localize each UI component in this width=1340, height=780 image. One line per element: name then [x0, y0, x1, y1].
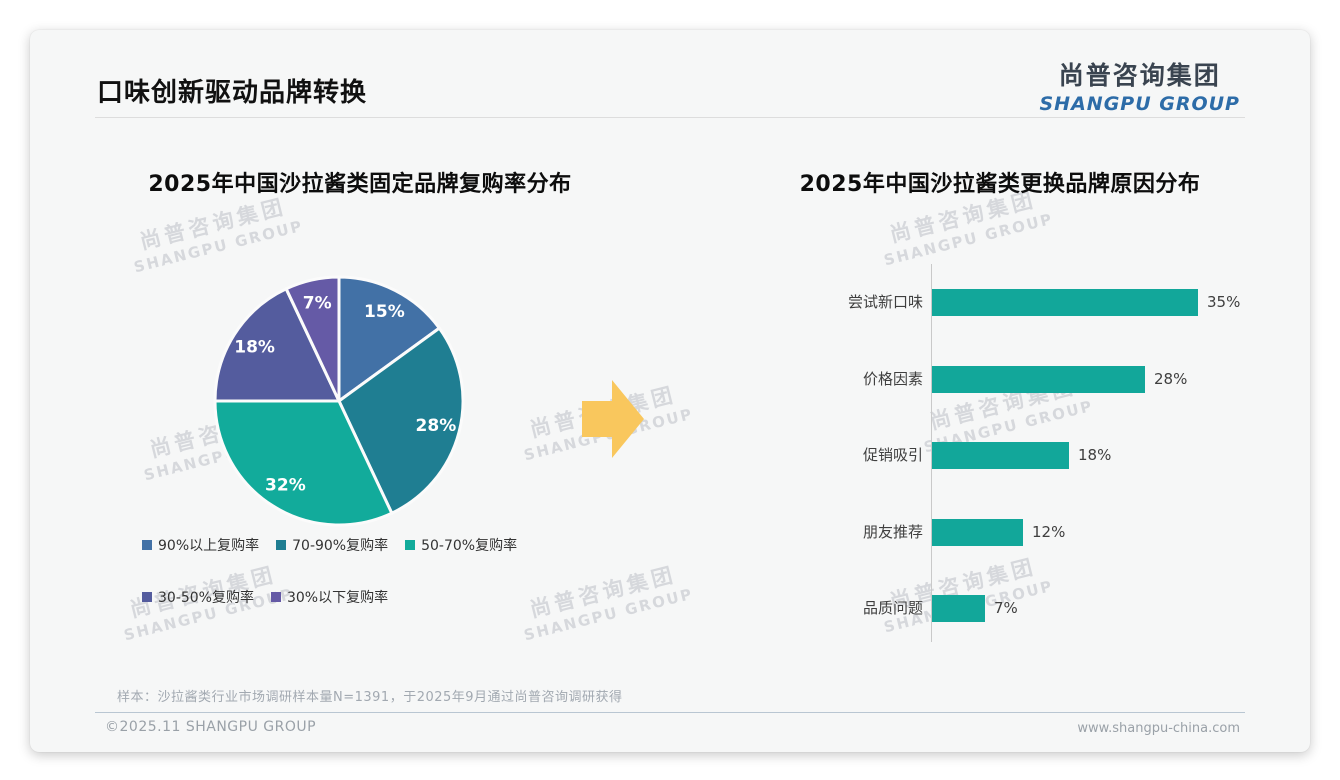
- bar-value-label: 28%: [1154, 369, 1188, 388]
- pie-slice-3: [213, 287, 341, 403]
- bar-value-label: 35%: [1207, 293, 1241, 311]
- website-text: www.shangpu-china.com: [1077, 721, 1240, 736]
- legend-label: 30-50%复购率: [158, 590, 254, 606]
- bar-rect: [932, 518, 1023, 546]
- legend-swatch-icon: [405, 540, 416, 550]
- bar-row-1: 价格因素 28%: [825, 365, 1270, 393]
- bar-row-0: 尝试新口味 35%: [825, 289, 1270, 316]
- pie-legend: 90%以上复购率 70-90%复购率 50-70%复购率 30-50%复购率 30%以下…: [142, 535, 622, 607]
- pie-chart-title: 2025年中国沙拉酱类固定品牌复购率分布: [148, 172, 572, 197]
- bar-chart: 尝试新口味 35% 价格因素 28% 促销吸引 18% 朋友推荐 12% 品质问题 7%: [825, 260, 1270, 655]
- copyright-text: ©2025.11 SHANGPU GROUP: [105, 719, 317, 735]
- pie-slice-2: [213, 399, 394, 527]
- pie-data-label: 28%: [416, 416, 457, 436]
- title-divider: [95, 117, 1245, 118]
- pie-chart: 15% 28% 32% 18% 7%: [199, 261, 479, 541]
- legend-label: 90%以上复购率: [158, 538, 260, 554]
- bar-chart-axis: [931, 264, 932, 642]
- page-title: 口味创新驱动品牌转换: [97, 78, 368, 108]
- bar-category-label: 促销吸引: [862, 446, 923, 464]
- bar-category-label: 品质问题: [862, 599, 923, 617]
- bar-rect: [932, 365, 1145, 393]
- logo-text-en: SHANGPU GROUP: [1039, 93, 1240, 115]
- legend-item-1: 70-90%复购率: [276, 535, 388, 555]
- content-layer: 口味创新驱动品牌转换 尚普咨询集团 SHANGPU GROUP 2025年中国沙…: [30, 30, 1310, 752]
- legend-swatch-icon: [142, 592, 152, 602]
- pie-data-label: 18%: [234, 337, 275, 357]
- bar-category-label: 尝试新口味: [847, 293, 923, 311]
- bar-category-label: 朋友推荐: [862, 522, 923, 541]
- legend-swatch-icon: [142, 540, 152, 550]
- logo-text-cn: 尚普咨询集团: [1058, 61, 1221, 90]
- legend-swatch-icon: [276, 540, 287, 550]
- legend-item-0: 90%以上复购率: [142, 535, 259, 555]
- legend-item-3: 30-50%复购率: [142, 587, 254, 607]
- legend-item-4: 30%以下复购率: [270, 587, 389, 607]
- bar-value-label: 7%: [994, 599, 1018, 617]
- bar-chart-title: 2025年中国沙拉酱类更换品牌原因分布: [799, 172, 1201, 197]
- bar-row-4: 品质问题 7%: [825, 595, 1270, 622]
- pie-data-label: 15%: [364, 302, 405, 322]
- transition-arrow-icon: [582, 380, 644, 458]
- pie-slice-4: [284, 275, 341, 403]
- bar-row-2: 促销吸引 18%: [825, 442, 1270, 469]
- bar-rect: [932, 289, 1198, 316]
- bar-rect: [932, 595, 985, 622]
- pie-slice-0: [337, 275, 441, 403]
- pie-data-label: 32%: [265, 475, 306, 495]
- legend-label: 50-70%复购率: [421, 538, 518, 554]
- bar-row-3: 朋友推荐 12%: [825, 518, 1270, 546]
- legend-label: 30%以下复购率: [286, 590, 389, 606]
- company-logo: 尚普咨询集团 SHANGPU GROUP: [1040, 56, 1241, 115]
- pie-data-label: 7%: [303, 293, 332, 313]
- bar-value-label: 18%: [1078, 446, 1112, 464]
- bar-category-label: 价格因素: [862, 369, 923, 388]
- pie-svg: 15% 28% 32% 18% 7%: [213, 275, 465, 527]
- bar-value-label: 12%: [1032, 522, 1066, 541]
- sample-note: 样本：沙拉酱类行业市场调研样本量N=1391，于2025年9月通过尚普咨询调研获…: [117, 690, 623, 705]
- legend-label: 70-90%复购率: [292, 538, 389, 554]
- legend-swatch-icon: [270, 592, 281, 602]
- legend-item-2: 50-70%复购率: [405, 535, 517, 555]
- pie-slice-1: [337, 326, 465, 515]
- bar-rect: [932, 442, 1069, 469]
- footer-divider: [95, 712, 1245, 713]
